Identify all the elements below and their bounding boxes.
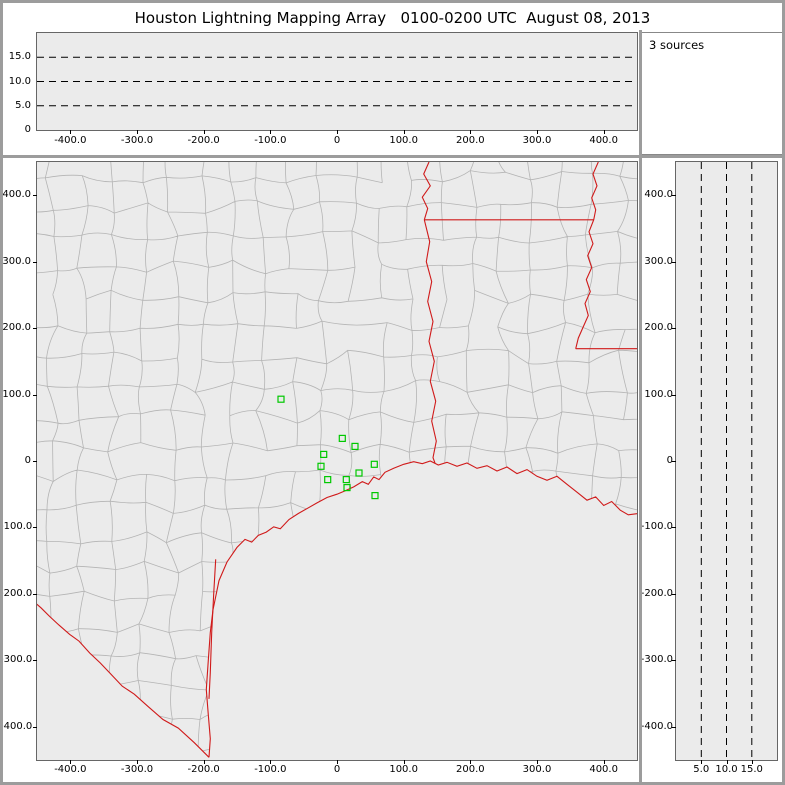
tick-mark: [470, 760, 472, 764]
ew-tick-label: 300.0: [522, 135, 552, 146]
alt-tick-label: 5.0: [15, 99, 31, 111]
tick-mark: [203, 130, 205, 134]
ns-tick-label: 400.0: [2, 189, 31, 201]
tick-mark: [672, 593, 676, 595]
height-ew-plot: [37, 56, 637, 107]
county-boundaries: [37, 162, 637, 758]
tick-mark: [672, 328, 676, 330]
tick-mark: [726, 760, 728, 764]
tick-mark: [701, 760, 703, 764]
tick-mark: [403, 130, 405, 134]
ew-tick-label: 200.0: [456, 135, 485, 146]
ns-tick-label: 0: [666, 455, 673, 466]
ew-tick-label: -400.0: [54, 135, 87, 146]
ns-tick-label: 300.0: [644, 255, 673, 267]
page-title: Houston Lightning Mapping Array 0100-020…: [134, 9, 651, 27]
tick-mark: [537, 760, 538, 764]
tick-mark: [33, 195, 37, 197]
tick-mark: [33, 593, 37, 595]
tick-mark: [33, 394, 37, 396]
ew-tick-label: -200.0: [187, 764, 220, 775]
tick-mark: [33, 461, 37, 462]
altitude-gridlines: [700, 162, 753, 760]
tick-mark: [672, 726, 676, 728]
ns-tick-label: 100.0: [2, 388, 31, 400]
tick-mark: [137, 760, 138, 764]
tick-mark: [203, 760, 205, 764]
tick-mark: [672, 527, 676, 529]
tick-mark: [603, 760, 605, 764]
tick-mark: [33, 726, 37, 728]
altitude-gridlines: [37, 56, 637, 107]
tick-mark: [751, 760, 753, 764]
tick-mark: [137, 130, 138, 134]
ew-tick-label: -300.0: [120, 764, 154, 775]
ew-tick-label: -400.0: [54, 764, 87, 775]
ns-tick-label: 100.0: [644, 388, 673, 400]
ns-tick-label: -300.0: [0, 654, 33, 666]
vertical-separator-top: [639, 30, 642, 155]
alt-tick-label: 15.0: [8, 51, 31, 63]
ew-tick-label: 400.0: [589, 764, 618, 775]
ns-tick-label: 0: [24, 455, 31, 466]
tick-mark: [603, 130, 605, 134]
sources-count-panel: [641, 32, 783, 155]
tick-mark: [672, 394, 676, 396]
ns-tick-label: -200.0: [640, 587, 673, 599]
plan-view-map: [37, 162, 637, 758]
lma-station-markers: [277, 395, 379, 500]
tick-mark: [672, 195, 676, 197]
tick-mark: [337, 130, 338, 134]
ew-tick-label: 0: [333, 135, 341, 146]
tick-mark: [70, 760, 72, 764]
ns-tick-label: -100.0: [640, 521, 673, 533]
ew-tick-label: -300.0: [120, 135, 154, 146]
ns-tick-label: 400.0: [644, 189, 673, 201]
tick-mark: [70, 130, 72, 134]
tick-mark: [33, 328, 37, 330]
ns-tick-label: -200.0: [0, 587, 33, 599]
sources-count-label: 3 sources: [649, 38, 705, 52]
tick-mark: [33, 527, 37, 529]
tick-mark: [270, 130, 272, 134]
alt-tick-label: 0: [24, 124, 31, 135]
ns-tick-label: -300.0: [640, 654, 673, 666]
ns-tick-label: 300.0: [2, 255, 31, 267]
ns-tick-label: -400.0: [0, 720, 33, 732]
ew-tick-label: 100.0: [389, 135, 418, 146]
alt-tick-label: 5.0: [693, 764, 710, 775]
tick-mark: [270, 760, 272, 764]
tick-mark: [403, 760, 405, 764]
ew-tick-label: -100.0: [254, 135, 287, 146]
height-ew-panel[interactable]: [36, 32, 638, 131]
ew-tick-label: -200.0: [187, 135, 220, 146]
tick-mark: [672, 461, 676, 462]
ew-tick-label: 100.0: [389, 764, 418, 775]
height-ns-plot: [700, 162, 753, 760]
state-borders-and-coastline: [37, 162, 637, 758]
ns-tick-label: 200.0: [644, 322, 673, 334]
ew-tick-label: 200.0: [456, 764, 485, 775]
alt-tick-label: 10.0: [8, 75, 31, 87]
tick-mark: [337, 760, 338, 764]
vertical-separator-bottom: [639, 158, 642, 782]
height-ns-panel[interactable]: [675, 161, 778, 761]
ew-tick-label: -100.0: [254, 764, 287, 775]
alt-tick-label: 10.0: [715, 764, 738, 775]
ns-tick-label: -100.0: [0, 521, 33, 533]
tick-mark: [537, 130, 538, 134]
plan-view-map-panel[interactable]: [36, 161, 638, 761]
tick-mark: [33, 660, 37, 662]
ew-tick-label: 0: [333, 764, 341, 775]
tick-mark: [33, 261, 37, 263]
tick-mark: [470, 130, 472, 134]
tick-mark: [672, 261, 676, 263]
alt-tick-label: 15.0: [740, 764, 763, 775]
ns-tick-label: 200.0: [2, 322, 31, 334]
tick-mark: [672, 660, 676, 662]
ew-tick-label: 400.0: [589, 135, 618, 146]
horizontal-separator: [0, 155, 785, 158]
ew-tick-label: 300.0: [522, 764, 552, 775]
ns-tick-label: -400.0: [640, 720, 673, 732]
